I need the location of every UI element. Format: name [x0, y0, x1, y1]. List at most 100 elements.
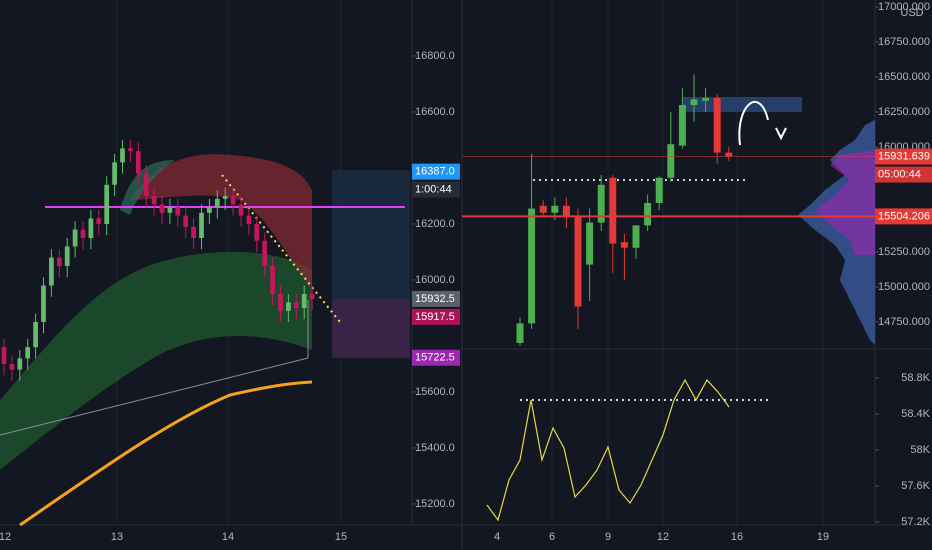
candle-body: [191, 226, 196, 238]
y-tick-label: 16500.000: [878, 71, 930, 83]
cloud-edge: [120, 160, 175, 215]
candle-body: [516, 323, 524, 343]
y-tick-label: 15600.0: [415, 386, 455, 398]
y-tick-label: 15400.0: [415, 442, 455, 454]
x-tick-label: 12: [657, 531, 669, 543]
y-tick-label: 16800.0: [415, 50, 455, 62]
candle-body: [609, 177, 617, 244]
price-label: 15722.5: [415, 352, 455, 364]
candle-body: [301, 294, 307, 308]
y-tick-label: 16250.000: [878, 106, 930, 118]
price-label-box: [412, 290, 460, 307]
price-label-box: [875, 148, 932, 165]
price-label-box: [412, 163, 460, 180]
x-tick-label: 6: [549, 531, 555, 543]
candle-body: [528, 208, 536, 324]
y-tick-label: 57.2K: [901, 516, 930, 528]
candle-body: [88, 218, 94, 238]
y-tick-label: 16200.0: [415, 218, 455, 230]
target-box: [332, 170, 410, 299]
candle-body: [230, 196, 236, 205]
y-tick-label: 16600.0: [415, 106, 455, 118]
candle-body: [9, 364, 15, 370]
candle-body: [1, 347, 7, 364]
candle-body: [214, 198, 220, 208]
candle-body: [183, 215, 189, 227]
price-label-box: [875, 208, 932, 225]
candle-body: [278, 294, 283, 311]
y-tick-label: 58.8K: [901, 372, 930, 384]
candle-body: [309, 294, 315, 299]
candle-body: [597, 184, 605, 223]
price-label-box: [412, 349, 460, 366]
candle-body: [135, 151, 141, 174]
candle-body: [17, 358, 23, 370]
trend-line: [0, 357, 309, 436]
candle-body: [96, 218, 102, 224]
y-tick-label: 15250.000: [878, 246, 930, 258]
price-label: 15504.206: [878, 210, 930, 222]
candle-body: [620, 242, 628, 248]
price-label: 15932.5: [415, 293, 455, 305]
candle-body: [143, 173, 149, 196]
candle-body: [49, 257, 54, 286]
y-tick-label: 16000.0: [415, 274, 455, 286]
candle-body: [72, 229, 78, 247]
candle-body: [644, 202, 652, 226]
candle-body: [175, 207, 181, 216]
arrow-head: [775, 127, 787, 141]
supply-zone: [683, 97, 802, 112]
y-tick-label: 15000.000: [878, 281, 930, 293]
volume-profile-value: [815, 150, 875, 255]
candle-body: [725, 152, 733, 157]
stop-box: [332, 299, 410, 358]
x-tick-label: 14: [222, 531, 234, 543]
candle-body: [574, 216, 582, 307]
candle-body: [667, 144, 675, 178]
price-label: 15931.639: [878, 150, 930, 162]
red-cloud: [130, 154, 312, 290]
y-tick-label: 58K: [910, 444, 930, 456]
x-tick-label: 13: [111, 531, 123, 543]
candle-body: [254, 224, 260, 241]
candle-body: [112, 162, 117, 185]
y-tick-label: 17000.000: [878, 1, 930, 13]
x-tick-label: 12: [0, 531, 11, 543]
candle-body: [128, 148, 133, 152]
candle-body: [562, 205, 570, 217]
candle-body: [238, 204, 244, 216]
y-tick-label: 57.6K: [901, 480, 930, 492]
candle-body: [159, 204, 165, 213]
candle-body: [286, 302, 291, 311]
candle-body: [678, 104, 686, 146]
countdown-box: [875, 166, 932, 183]
candle-body: [207, 207, 212, 213]
candle-body: [262, 240, 268, 266]
candle-body: [120, 148, 125, 163]
moving-average: [19, 380, 313, 527]
candle-body: [270, 266, 275, 294]
x-tick-label: 4: [494, 531, 500, 543]
candle-body: [41, 285, 46, 322]
candle-body: [713, 97, 721, 153]
green-cloud: [0, 251, 312, 470]
candle-body: [151, 196, 157, 205]
candle-body: [222, 196, 228, 199]
price-label: 15917.5: [415, 311, 455, 323]
x-tick-label: 15: [335, 531, 347, 543]
candle-body: [56, 257, 62, 266]
x-tick-label: 19: [817, 531, 829, 543]
candle-body: [104, 184, 110, 224]
x-tick-label: 16: [731, 531, 743, 543]
candle-body: [25, 347, 31, 359]
indicator-line: [486, 378, 730, 522]
candle-body: [33, 322, 38, 348]
countdown: 1:00:44: [415, 184, 452, 196]
currency: USD: [900, 7, 923, 19]
arrow: [738, 100, 769, 146]
candle-body: [551, 205, 559, 213]
countdown: 05:00:44: [878, 168, 921, 180]
dotted-trend: [221, 174, 341, 323]
